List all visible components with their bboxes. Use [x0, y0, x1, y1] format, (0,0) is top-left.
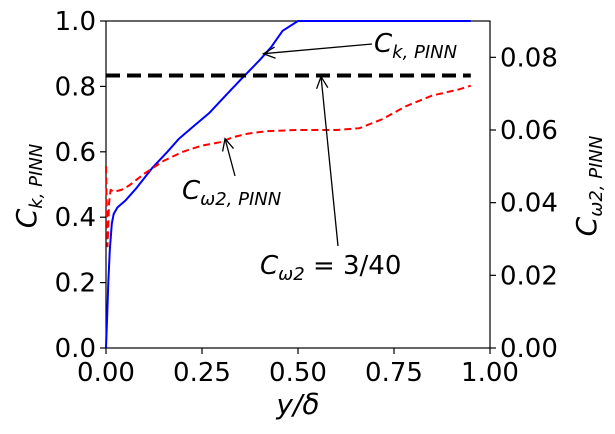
annotation-const-main: C — [260, 251, 279, 281]
annotation-cw-main: C — [182, 176, 201, 206]
left-y-tick-label: 0.2 — [55, 269, 96, 299]
annotation-arrowhead-0 — [261, 46, 276, 59]
annotation-arrowhead-1 — [221, 137, 235, 152]
annotation-arrow-0 — [263, 43, 373, 55]
left-y-tick-label: 0.0 — [55, 334, 96, 364]
annotation-const-label: Cω2 = 3/40 — [260, 251, 401, 285]
right-y-tick-label: 0.06 — [500, 116, 558, 146]
annotation-arrowhead-2 — [315, 75, 329, 90]
plot-frame — [105, 20, 491, 349]
left-y-tick-label: 0.8 — [55, 72, 96, 102]
annotation-const-sub: ω2 — [278, 264, 305, 285]
left-y-tick-label: 0.6 — [55, 138, 96, 168]
left-y-axis-label-main: C — [10, 208, 43, 228]
annotation-cw-label: Cω2, PINN — [182, 176, 281, 210]
annotation-layer — [221, 43, 373, 247]
annotation-ck-main: C — [374, 29, 393, 59]
right-y-tick-label: 0.00 — [500, 334, 558, 364]
x-tick-label: 0.75 — [365, 358, 423, 388]
left-y-axis-label: Ck, PINN — [10, 144, 47, 229]
annotation-ck-sub: k, PINN — [392, 42, 457, 63]
annotation-arrow-2 — [320, 76, 339, 247]
series-line-1 — [105, 84, 472, 248]
right-y-axis-ticks: 0.00 0.02 0.04 0.06 0.08 — [490, 43, 558, 364]
right-y-tick-label: 0.08 — [500, 43, 558, 73]
left-y-axis-label-sub: k, PINN — [26, 144, 47, 209]
right-y-axis-label-sub: ω2, PINN — [586, 136, 607, 217]
right-y-tick-label: 0.02 — [500, 261, 558, 291]
series-layer — [105, 20, 472, 349]
right-y-axis-label-main: C — [570, 216, 603, 236]
x-tick-label: 1.00 — [461, 358, 519, 388]
left-y-axis-ticks: 0.0 0.2 0.4 0.6 0.8 1.0 — [55, 7, 106, 364]
left-y-tick-label: 0.4 — [55, 203, 96, 233]
x-axis-ticks: 0.00 0.25 0.50 0.75 1.00 — [77, 348, 519, 388]
x-tick-label: 0.50 — [269, 358, 327, 388]
annotation-const-rest: = 3/40 — [305, 251, 402, 281]
x-axis-label: y/δ — [275, 388, 319, 421]
annotation-ck-label: Ck, PINN — [374, 29, 457, 63]
right-y-axis-label: Cω2, PINN — [570, 136, 607, 237]
series-line-0 — [105, 20, 471, 349]
annotation-cw-sub: ω2, PINN — [200, 189, 281, 210]
right-y-tick-label: 0.04 — [500, 189, 558, 219]
x-tick-label: 0.00 — [77, 358, 135, 388]
annotation-arrow-1 — [224, 138, 236, 177]
left-y-tick-label: 1.0 — [55, 7, 96, 37]
x-tick-label: 0.25 — [173, 358, 231, 388]
